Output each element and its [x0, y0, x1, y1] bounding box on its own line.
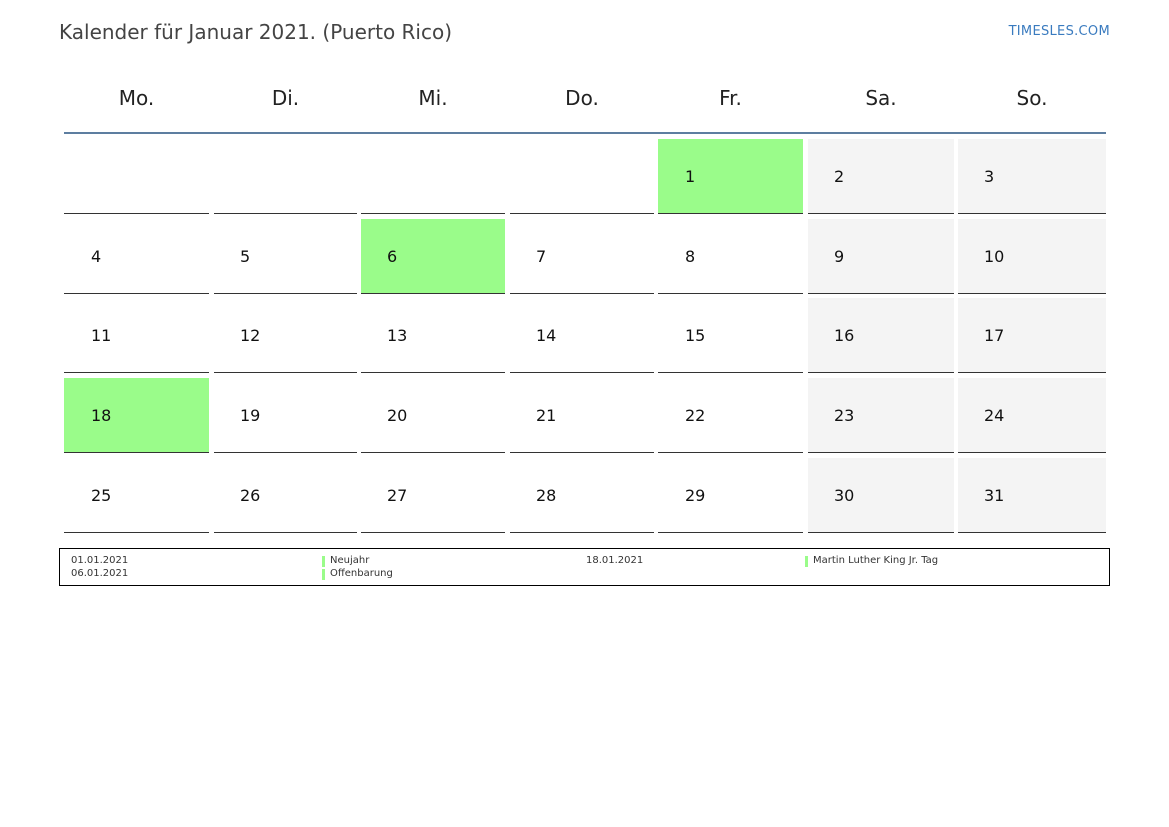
day-number: 12: [240, 326, 261, 345]
day-number: 16: [834, 326, 855, 345]
weekday-label: Do.: [565, 86, 599, 110]
day-number: 6: [387, 247, 398, 266]
day-cell: 1: [658, 139, 803, 214]
day-cell: 13: [361, 298, 505, 373]
weekday-label: Sa.: [865, 86, 897, 110]
holiday-name: Offenbarung: [330, 568, 393, 579]
day-cell: 31: [958, 458, 1106, 533]
day-number: 4: [91, 247, 102, 266]
empty-day-cell: [64, 139, 209, 214]
page-title: Kalender für Januar 2021. (Puerto Rico): [59, 20, 453, 44]
day-number: 24: [984, 406, 1005, 425]
day-cell: 8: [658, 219, 803, 294]
weekday-header: Mo. Di. Mi. Do. Fr. Sa. So.: [64, 76, 1106, 134]
day-cell: 28: [510, 458, 654, 533]
day-number: 7: [536, 247, 547, 266]
holiday-date: 01.01.2021: [71, 555, 129, 566]
day-cell: 26: [214, 458, 357, 533]
holiday-legend: 01.01.2021 Neujahr 06.01.2021 Offenbarung 18…: [59, 548, 1110, 586]
day-number: 2: [834, 167, 845, 186]
day-number: 19: [240, 406, 261, 425]
day-cell: 9: [808, 219, 954, 294]
day-cell: 19: [214, 378, 357, 453]
day-cell: 6: [361, 219, 505, 294]
day-cell: 10: [958, 219, 1106, 294]
day-cell: 14: [510, 298, 654, 373]
holiday-name: Neujahr: [330, 555, 370, 566]
empty-day-cell: [214, 139, 357, 214]
day-cell: 5: [214, 219, 357, 294]
day-cell: 30: [808, 458, 954, 533]
holiday-date: 18.01.2021: [586, 555, 644, 566]
holiday-color-marker: [322, 569, 325, 580]
day-cell: 23: [808, 378, 954, 453]
weekday-label: Di.: [271, 86, 300, 110]
holiday-date: 06.01.2021: [71, 568, 129, 579]
day-number: 25: [91, 486, 112, 505]
day-number: 14: [536, 326, 557, 345]
day-cell: 20: [361, 378, 505, 453]
empty-day-cell: [510, 139, 654, 214]
day-number: 27: [387, 486, 408, 505]
day-cell: 7: [510, 219, 654, 294]
day-number: 23: [834, 406, 855, 425]
holiday-name: Martin Luther King Jr. Tag: [813, 555, 939, 566]
day-cell: 24: [958, 378, 1106, 453]
empty-day-cell: [361, 139, 505, 214]
day-number: 22: [685, 406, 706, 425]
day-number: 3: [984, 167, 995, 186]
day-number: 1: [685, 167, 696, 186]
day-number: 20: [387, 406, 408, 425]
day-number: 9: [834, 247, 845, 266]
day-number: 28: [536, 486, 557, 505]
weekday-label: Mo.: [118, 86, 155, 110]
day-number: 21: [536, 406, 557, 425]
weekday-label: So.: [1016, 86, 1048, 110]
day-number: 30: [834, 486, 855, 505]
day-cell: 18: [64, 378, 209, 453]
day-cell: 11: [64, 298, 209, 373]
holiday-color-marker: [322, 556, 325, 567]
day-number: 31: [984, 486, 1005, 505]
day-cell: 15: [658, 298, 803, 373]
brand-link[interactable]: TIMESLES.COM: [1008, 24, 1110, 39]
day-cell: 12: [214, 298, 357, 373]
day-cell: 4: [64, 219, 209, 294]
day-number: 5: [240, 247, 251, 266]
day-number: 15: [685, 326, 706, 345]
day-cell: 27: [361, 458, 505, 533]
day-number: 26: [240, 486, 261, 505]
day-cell: 29: [658, 458, 803, 533]
day-cell: 25: [64, 458, 209, 533]
day-number: 10: [984, 247, 1005, 266]
day-cell: 3: [958, 139, 1106, 214]
day-cell: 16: [808, 298, 954, 373]
day-number: 18: [91, 406, 112, 425]
day-number: 11: [91, 326, 112, 345]
day-cell: 17: [958, 298, 1106, 373]
holiday-color-marker: [805, 556, 808, 567]
day-cell: 21: [510, 378, 654, 453]
weekday-label: Fr.: [719, 86, 742, 110]
weekday-label: Mi.: [418, 86, 448, 110]
day-number: 13: [387, 326, 408, 345]
day-number: 29: [685, 486, 706, 505]
day-cell: 2: [808, 139, 954, 214]
day-number: 8: [685, 247, 696, 266]
day-cell: 22: [658, 378, 803, 453]
day-number: 17: [984, 326, 1005, 345]
